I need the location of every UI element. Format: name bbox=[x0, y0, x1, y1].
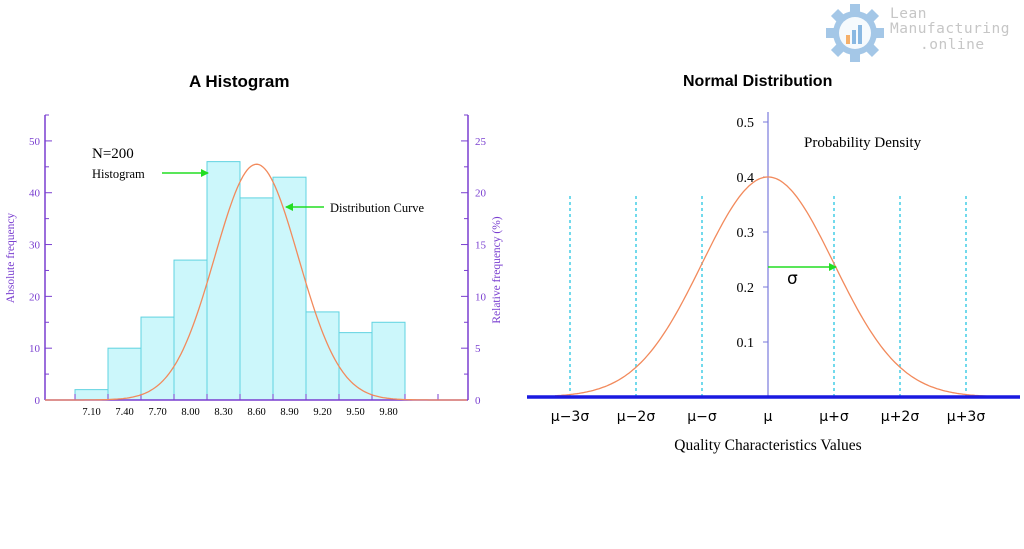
y-tick-label: 20 bbox=[29, 291, 41, 303]
x-tick-label: 7.10 bbox=[82, 407, 100, 418]
histogram-annotation: Histogram bbox=[92, 167, 145, 181]
x-tick-label: μ−σ bbox=[687, 409, 717, 425]
x-tick-label: 9.80 bbox=[379, 407, 397, 418]
histogram-bar bbox=[206, 161, 241, 401]
x-tick-label: μ+σ bbox=[819, 409, 849, 425]
y-tick-label: 10 bbox=[29, 343, 41, 355]
y2-tick-label: 20 bbox=[475, 188, 487, 200]
y-axis-label: Absolute frequency bbox=[5, 213, 17, 304]
y2-axis-label: Relative frequency (%) bbox=[491, 216, 503, 323]
x-tick-label: 9.20 bbox=[313, 407, 331, 418]
gear-tooth bbox=[826, 28, 836, 38]
histogram-bar bbox=[239, 197, 274, 401]
y2-tick-label: 5 bbox=[475, 343, 481, 355]
y-tick-label: 50 bbox=[29, 136, 41, 148]
histogram-bar bbox=[338, 332, 373, 401]
y-tick-label: 0.3 bbox=[737, 226, 755, 241]
y-tick-label: 0.1 bbox=[737, 336, 755, 351]
y2-tick-label: 15 bbox=[475, 240, 487, 252]
brand-line-1: Lean bbox=[890, 6, 927, 22]
probability-density-annotation: Probability Density bbox=[804, 135, 922, 151]
normal-curve bbox=[554, 176, 1006, 398]
gear-tooth bbox=[850, 4, 860, 14]
histogram-bar bbox=[272, 176, 307, 401]
normal-distribution-title: Normal Distribution bbox=[683, 73, 833, 90]
x-tick-label: μ−3σ bbox=[551, 409, 590, 425]
x-tick-label: 8.30 bbox=[214, 407, 232, 418]
y-tick-label: 0.2 bbox=[737, 281, 755, 296]
y-tick-label: 0.5 bbox=[737, 116, 755, 131]
x-tick-label: 8.60 bbox=[247, 407, 265, 418]
gear-tooth bbox=[874, 28, 884, 38]
x-tick-label: μ−2σ bbox=[617, 409, 656, 425]
x-axis-label: Quality Characteristics Values bbox=[674, 437, 861, 454]
sigma-label: σ bbox=[787, 269, 798, 289]
brand-logo: Lean Manufacturing .online bbox=[822, 4, 1022, 64]
distribution-curve bbox=[45, 163, 467, 401]
y2-tick-label: 25 bbox=[475, 136, 487, 148]
sample-size-note: N=200 bbox=[92, 146, 134, 162]
y-tick-label: 40 bbox=[29, 188, 41, 200]
y2-tick-label: 0 bbox=[475, 395, 481, 407]
normal-distribution-chart: 0.10.20.30.40.5 μ−3σ μ−2σ μ−σ μ μ+σ μ+2σ μ+3σ … bbox=[527, 112, 1020, 454]
x-tick-label: 9.50 bbox=[346, 407, 364, 418]
x-tick-label: 8.90 bbox=[280, 407, 298, 418]
histogram-bar bbox=[305, 311, 340, 401]
histogram-bar bbox=[173, 259, 208, 401]
gear-icon bbox=[826, 4, 884, 62]
brand-line-2: Manufacturing bbox=[890, 21, 1010, 37]
histogram-bar bbox=[107, 347, 142, 401]
y-tick-label: 30 bbox=[29, 240, 41, 252]
y-tick-label: 0 bbox=[35, 395, 41, 407]
distribution-curve-annotation: Distribution Curve bbox=[330, 201, 425, 215]
x-tick-label: μ bbox=[764, 409, 773, 425]
x-tick-label: μ+2σ bbox=[881, 409, 920, 425]
histogram-title: A Histogram bbox=[189, 72, 290, 91]
x-tick-label: 8.00 bbox=[181, 407, 199, 418]
histogram-bar bbox=[140, 316, 175, 401]
histogram-chart: 0 10 20 30 40 50 0 5 10 15 20 25 7.10 7.40 7.70 8.00 8… bbox=[5, 114, 503, 418]
brand-line-3: .online bbox=[920, 37, 985, 53]
x-tick-label: μ+3σ bbox=[947, 409, 986, 425]
gear-tooth bbox=[850, 52, 860, 62]
histogram-bar bbox=[371, 321, 406, 401]
x-tick-label: 7.40 bbox=[115, 407, 133, 418]
x-tick-label: 7.70 bbox=[148, 407, 166, 418]
y-tick-label: 0.4 bbox=[737, 171, 755, 186]
histogram-bar bbox=[74, 389, 109, 401]
y2-tick-label: 10 bbox=[475, 291, 487, 303]
